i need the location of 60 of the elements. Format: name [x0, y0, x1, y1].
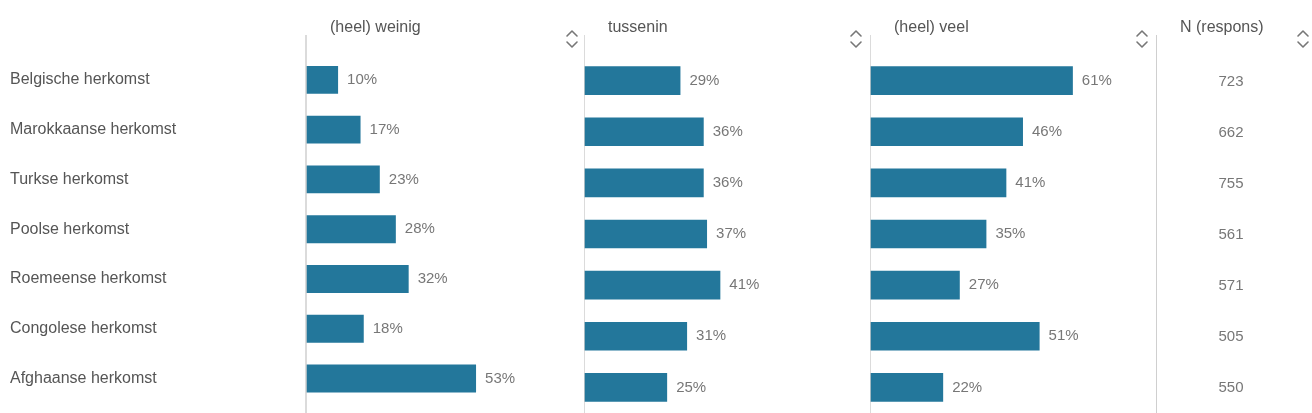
y-tick-label: Roemeense herkomst: [10, 269, 168, 287]
bar: [584, 117, 704, 147]
data-label: 36%: [712, 121, 743, 139]
data-label: 17%: [369, 119, 400, 137]
bar: [584, 168, 704, 198]
data-label: 32%: [417, 269, 448, 287]
data-label: 61%: [1081, 70, 1112, 88]
data-label: 41%: [729, 275, 760, 293]
data-label: 571: [1217, 276, 1245, 294]
data-label: 18%: [372, 318, 403, 336]
data-label: 51%: [1048, 326, 1079, 344]
bar: [870, 321, 1040, 351]
text: N (respons): [1180, 18, 1264, 36]
data-label: 29%: [689, 70, 720, 88]
chart-title: tussenin: [608, 18, 668, 36]
data-label: 755: [1217, 173, 1245, 191]
bar: [584, 321, 688, 351]
y-tick-label: Turkse herkomst: [10, 169, 130, 187]
data-label: 25%: [676, 377, 707, 395]
bar: [870, 270, 960, 300]
data-label: 561: [1217, 225, 1245, 242]
y-tick-label: Congolese herkomst: [10, 319, 158, 337]
bar: [306, 115, 361, 144]
bar: [870, 373, 944, 402]
data-label: 28%: [404, 219, 435, 237]
data-label: 505: [1217, 327, 1245, 345]
bar: [870, 168, 1007, 198]
data-label: 723: [1217, 71, 1245, 89]
data-label: 46%: [1031, 121, 1063, 139]
y-tick-label: Afghaanse herkomst: [10, 368, 158, 386]
chart-title: (heel) veel: [894, 18, 969, 36]
chart-title: (heel) weinig: [330, 18, 421, 36]
bar: [306, 364, 477, 393]
bar: [584, 66, 681, 95]
data-label: 31%: [696, 326, 727, 344]
bar: [584, 373, 668, 402]
bar: [306, 314, 364, 343]
bar: [306, 265, 409, 293]
y-tick-label: Marokkaanse herkomst: [10, 120, 177, 138]
data-label: 10%: [347, 70, 378, 88]
data-label: 550: [1217, 378, 1245, 396]
y-tick-label: Poolse herkomst: [10, 219, 130, 237]
bar: [306, 65, 339, 94]
bar: [584, 219, 708, 249]
data-label: 27%: [968, 275, 999, 293]
bar: [306, 215, 396, 244]
y-tick-label: Belgische herkomst: [10, 70, 151, 88]
data-label: 23%: [388, 169, 419, 187]
data-label: 35%: [995, 224, 1026, 242]
data-label: 53%: [485, 368, 516, 386]
data-label: 662: [1217, 122, 1245, 140]
data-label: 41%: [1015, 173, 1046, 190]
bar: [870, 219, 987, 249]
data-label: 36%: [712, 173, 743, 190]
bar: [306, 165, 380, 194]
bar: [870, 66, 1073, 95]
bar: [870, 117, 1023, 147]
data-label: 37%: [716, 224, 747, 242]
data-label: 22%: [952, 377, 983, 395]
bar: [584, 270, 721, 300]
